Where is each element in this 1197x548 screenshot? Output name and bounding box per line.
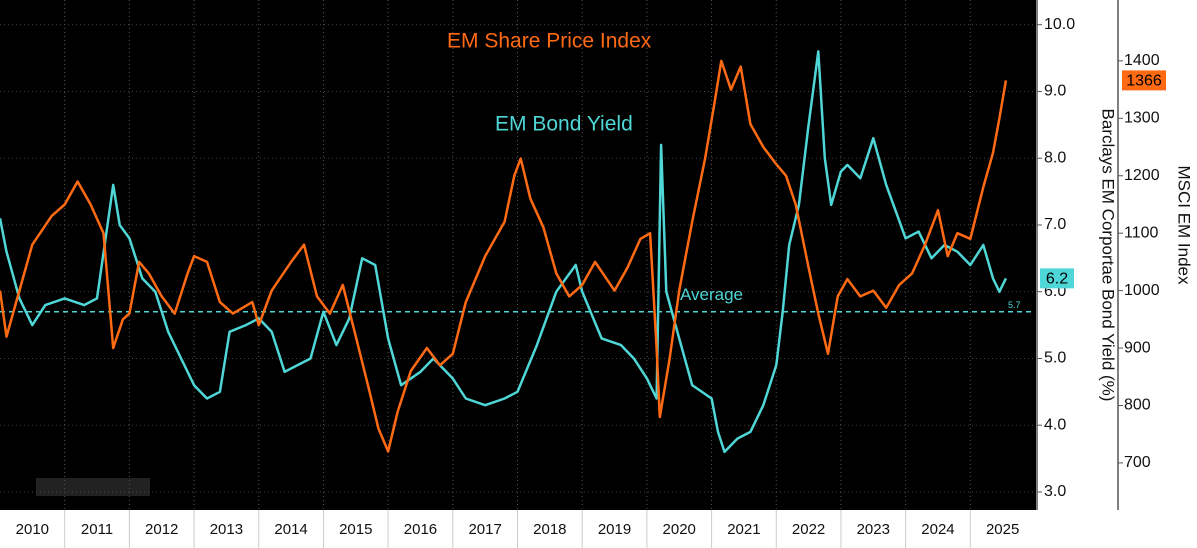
y2-tick-label: 1100 [1124,224,1159,241]
y2-tick-label: 700 [1124,454,1151,471]
series-line [0,59,1008,453]
y2-axis-title: MSCI EM Index [1175,165,1194,285]
last-value-label: 6.2 [1046,271,1068,288]
x-tick-label: 2023 [857,521,890,538]
y-tick-label: 4.0 [1044,416,1066,433]
last-value-label: 1366 [1126,73,1162,90]
y2-tick-label: 1300 [1124,110,1160,127]
y2-tick-label: 1400 [1124,52,1160,69]
average-label: Average [680,285,743,304]
x-tick-label: 2018 [533,521,566,538]
x-tick-label: 2021 [727,521,760,538]
series-line [0,50,1008,454]
series-label: EM Bond Yield [495,113,633,136]
x-tick-label: 2013 [210,521,243,538]
toolbar-background [36,478,150,496]
x-tick-label: 2016 [404,521,437,538]
x-tick-label: 2025 [986,521,1019,538]
y2-tick-label: 800 [1124,397,1151,414]
series-label: EM Share Price Index [447,30,652,53]
x-tick-label: 2010 [16,521,49,538]
x-tick-label: 2022 [792,521,825,538]
x-tick-label: 2015 [339,521,372,538]
y-tick-label: 9.0 [1044,83,1066,100]
average-value-label: 5.7 [1008,300,1021,310]
y2-tick-label: 1200 [1124,167,1160,184]
toolbar [36,478,150,496]
x-tick-label: 2011 [81,521,113,538]
x-tick-label: 2014 [274,521,307,538]
last-value-box [1122,70,1166,91]
y2-tick-label: 900 [1124,339,1151,356]
x-tick-label: 2012 [145,521,178,538]
y-axis-title: Barclays EM Corportae Bond Yield (%) [1099,109,1118,402]
x-tick-label: 2019 [598,521,631,538]
series [0,50,1035,454]
y-tick-label: 10.0 [1044,16,1075,33]
y-tick-label: 7.0 [1044,216,1066,233]
grid [0,0,1035,548]
y-tick-label: 3.0 [1044,483,1066,500]
y2-tick-label: 1000 [1124,282,1160,299]
y-tick-label: 8.0 [1044,149,1066,166]
x-tick-label: 2020 [663,521,696,538]
x-tick-label: 2024 [921,521,954,538]
x-tick-label: 2017 [468,521,501,538]
labels: 2010 2011 2012 2013 2014 2015 2016 2017 2018 2019… [16,16,1166,538]
last-value-box [1040,268,1074,289]
y-tick-label: 5.0 [1044,350,1066,367]
